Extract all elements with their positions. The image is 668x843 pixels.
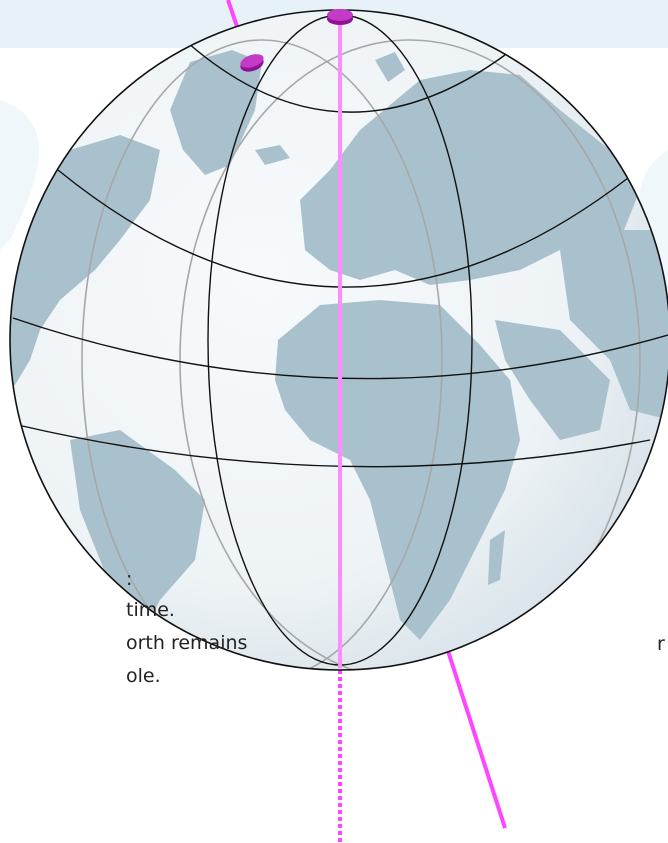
land-madagascar: [488, 530, 505, 585]
caption-fragment-north-remains: orth remains: [126, 632, 248, 654]
caption-fragment-pole: ole.: [126, 665, 161, 687]
back-meridian-left: [81, 39, 443, 670]
caption-fragment-colon: :: [126, 568, 133, 590]
land-greenland: [170, 50, 262, 175]
land-svalbard: [375, 52, 405, 82]
magnetic-pole-marker-icon: [240, 54, 264, 72]
land-north-america: [10, 135, 160, 390]
land-asia: [560, 230, 668, 420]
tilted-axis-bottom: [446, 650, 507, 829]
land-masses: [10, 50, 668, 640]
caption-fragment-right: r: [657, 633, 665, 655]
globe-icon: [9, 9, 668, 671]
right-swirl: [639, 150, 668, 290]
land-scandinavia: [380, 110, 440, 200]
land-africa: [275, 300, 520, 640]
back-graticule: [81, 39, 641, 670]
caption-fragment-time: time.: [126, 599, 175, 621]
left-swirl: [0, 100, 39, 250]
land-south-america: [70, 430, 205, 640]
back-meridian-right: [179, 39, 641, 670]
land-british-isles: [305, 190, 328, 235]
pole-marker-icon: [327, 9, 353, 25]
latitude-arctic: [187, 42, 506, 113]
north-pole-top: [327, 9, 353, 21]
magnetic-pole-top: [240, 54, 264, 68]
latitude-south-tropic: [17, 424, 651, 468]
land-arabia: [495, 320, 610, 440]
land-iceland: [255, 145, 290, 165]
land-europe: [300, 70, 640, 285]
